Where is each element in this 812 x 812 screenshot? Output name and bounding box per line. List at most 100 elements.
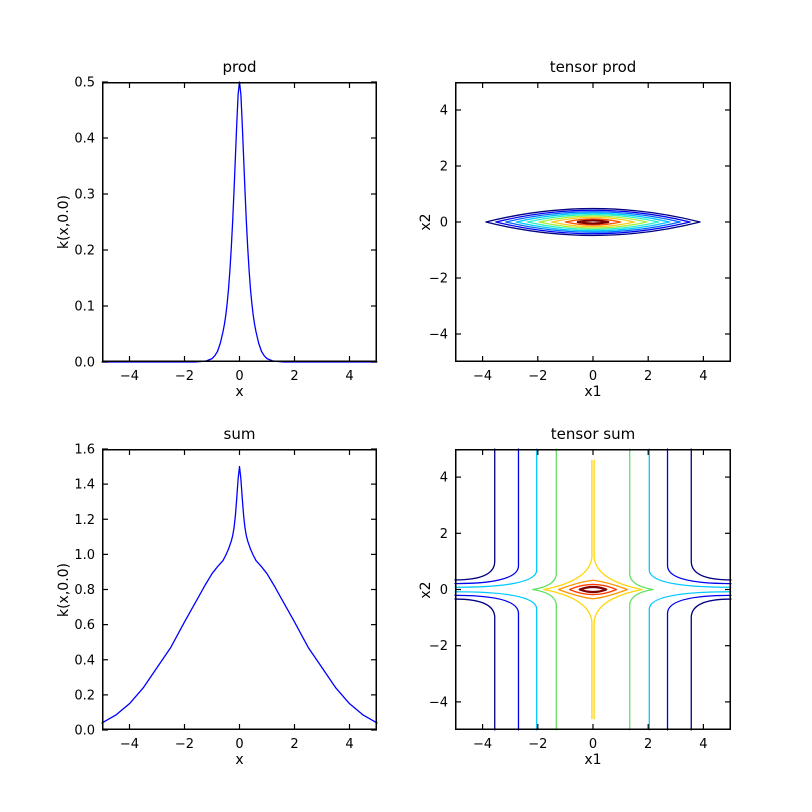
x-tick-label: −2	[175, 369, 194, 384]
y-tick-label: 0.2	[74, 688, 95, 703]
x-axis-label: x1	[584, 384, 602, 400]
y-axis-label: k(x,0.0)	[56, 562, 72, 617]
y-tick-label: 0.5	[74, 76, 95, 91]
curve-line	[101, 465, 378, 724]
x-tick-label: −4	[120, 369, 139, 384]
y-axis-label: x2	[418, 213, 434, 231]
contour-line	[593, 459, 643, 720]
y-tick-label: 0	[440, 583, 448, 598]
y-tick-label: 0.0	[74, 724, 95, 739]
x-tick-label: 2	[644, 737, 652, 752]
axes-sum: −4 −2 0 2 4 0.0 0.2 0.4 0.6 0.8 1.0 1.2 1.4 1.6	[74, 443, 378, 752]
plot-title: tensor sum	[550, 424, 636, 443]
contour-line	[485, 207, 701, 237]
x-tick-label: 0	[235, 737, 243, 752]
subplot-prod: prod k(x,0.0) −4 −2 0 2 4 0.0 0.1 0.2 0.3 0.4 0.5 …	[56, 58, 378, 399]
x-tick-label: −4	[120, 737, 139, 752]
y-tick-label: 0.4	[74, 132, 95, 147]
y-tick-label: 1.4	[74, 478, 95, 493]
y-tick-label: −2	[429, 639, 448, 654]
axes-tensor-sum: −4 −2 0 2 4 −4 −2 0 2 4	[429, 448, 732, 752]
x-tick-label: 0	[235, 369, 243, 384]
y-tick-label: 0.8	[74, 583, 95, 598]
x-tick-label: 4	[699, 737, 707, 752]
contour-line	[495, 209, 691, 235]
y-tick-label: 0.3	[74, 188, 95, 203]
plot-title: prod	[222, 57, 257, 76]
x-tick-label: 2	[290, 737, 298, 752]
contour-line	[505, 211, 681, 233]
contour-line	[543, 459, 593, 720]
contour-line	[648, 591, 732, 731]
subplot-tensor-sum: tensor sum x2 −4 −2 0 2 4 −4 −2 0 2 4 x1	[418, 425, 732, 767]
x-axis-label: x1	[584, 752, 602, 768]
contour-line	[538, 215, 648, 229]
subplot-sum: sum k(x,0.0) −4 −2 0 2 4 0.0 0.2 0.4 0.6 0.8 1.0 1.…	[56, 425, 378, 767]
subplot-tensor-prod: tensor prod x2 −4 −2 0 2 4 −4 −2 0 2 4 x1	[418, 58, 731, 399]
x-tick-label: 2	[644, 369, 652, 384]
x-tick-label: 2	[290, 369, 298, 384]
contour-line	[526, 213, 660, 231]
contour-line	[515, 212, 671, 232]
x-tick-label: −2	[528, 369, 547, 384]
contour-line	[666, 448, 732, 585]
contour-line	[690, 598, 732, 731]
contour-line	[568, 583, 618, 596]
plot-title: tensor prod	[549, 57, 637, 76]
x-tick-label: 0	[589, 369, 597, 384]
axes-border	[102, 449, 377, 730]
x-tick-label: 4	[345, 737, 353, 752]
contour-line	[532, 448, 557, 731]
y-axis-label: x2	[418, 580, 434, 599]
axes-border	[455, 82, 731, 362]
y-tick-label: 0.6	[74, 618, 95, 633]
plot-title: sum	[223, 424, 256, 443]
contour-line	[629, 448, 654, 731]
axes-prod: −4 −2 0 2 4 0.0 0.1 0.2 0.3 0.4 0.5	[74, 76, 378, 384]
y-tick-label: 2	[440, 160, 448, 175]
contour-line	[690, 448, 732, 581]
y-tick-label: 0.4	[74, 653, 95, 668]
y-tick-label: 2	[440, 527, 448, 542]
contour-line	[550, 216, 636, 228]
y-tick-label: 0.1	[74, 300, 95, 315]
y-axis-label: k(x,0.0)	[56, 194, 72, 250]
x-tick-label: −2	[175, 737, 194, 752]
y-tick-label: 0.2	[74, 244, 95, 259]
y-tick-label: −4	[429, 695, 448, 710]
x-tick-label: 4	[345, 369, 353, 384]
contour-line	[666, 594, 732, 731]
contour-line	[454, 448, 538, 588]
contour-line	[454, 448, 496, 581]
y-tick-label: −4	[429, 328, 448, 343]
contour-line	[564, 218, 622, 226]
contour-line	[576, 219, 610, 225]
contour-line	[454, 598, 496, 731]
axes-border	[455, 449, 731, 730]
y-tick-label: 4	[440, 471, 448, 486]
x-tick-label: −2	[528, 737, 547, 752]
y-tick-label: −2	[429, 272, 448, 287]
y-tick-label: 1.0	[74, 548, 95, 563]
x-tick-label: 0	[589, 737, 597, 752]
contour-line	[648, 448, 732, 588]
axes-tensor-prod: −4 −2 0 2 4 −4 −2 0 2 4	[429, 82, 731, 384]
x-tick-label: −4	[473, 369, 492, 384]
y-tick-label: 1.6	[74, 443, 95, 458]
x-tick-label: 4	[699, 369, 707, 384]
contour-line	[454, 591, 538, 731]
x-tick-label: −4	[473, 737, 492, 752]
contour-line	[454, 594, 520, 731]
y-tick-label: 4	[440, 104, 448, 119]
contour-line	[557, 579, 629, 600]
x-axis-label: x	[235, 384, 244, 400]
axes-border	[102, 82, 377, 362]
curve-line	[101, 81, 378, 363]
y-tick-label: 0.0	[74, 356, 95, 371]
contour-line	[454, 448, 520, 585]
contour-line	[578, 585, 608, 594]
y-tick-label: 1.2	[74, 513, 95, 528]
x-axis-label: x	[235, 752, 244, 768]
y-tick-label: 0	[440, 216, 448, 231]
